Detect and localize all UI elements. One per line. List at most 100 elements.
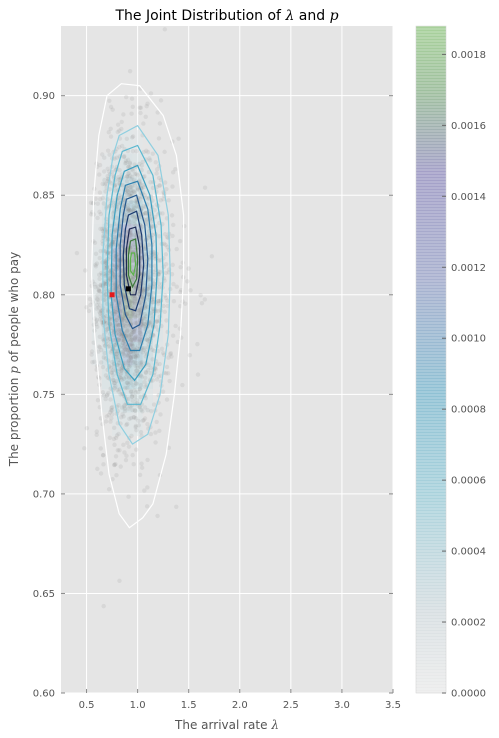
sample-point <box>140 409 145 414</box>
sample-point <box>108 181 114 186</box>
sample-point <box>102 281 108 287</box>
sample-point <box>126 358 131 364</box>
sample-point <box>126 174 131 179</box>
density-cell <box>122 200 133 225</box>
sample-point <box>163 242 168 248</box>
sample-point <box>145 292 150 297</box>
sample-point <box>101 169 107 174</box>
sample-point <box>104 313 109 319</box>
sample-point <box>128 389 134 395</box>
sample-point <box>150 232 155 238</box>
sample-point <box>122 315 127 321</box>
density-cell <box>91 200 102 225</box>
y-tick-label: 0.80 <box>33 290 55 301</box>
sample-point <box>130 258 135 263</box>
sample-point <box>95 466 100 472</box>
sample-point <box>118 464 123 469</box>
title-p-symbol: p <box>330 8 339 24</box>
sample-point <box>104 393 110 398</box>
sample-point <box>144 313 149 319</box>
sample-point <box>135 187 141 193</box>
sample-point <box>119 376 124 381</box>
sample-point <box>87 296 93 302</box>
colorbar-tick-label: 0.0000 <box>451 689 486 700</box>
sample-point <box>99 226 105 232</box>
sample-point <box>142 174 147 179</box>
sample-point <box>155 110 160 115</box>
density-cell <box>132 388 143 413</box>
sample-point <box>130 311 135 316</box>
density-cell <box>101 365 113 389</box>
sample-point <box>128 354 134 360</box>
sample-point <box>105 173 110 179</box>
sample-point <box>145 304 150 310</box>
sample-point <box>130 134 136 139</box>
sample-point <box>107 435 113 441</box>
sample-point <box>154 318 160 323</box>
sample-point <box>129 304 135 310</box>
sample-point <box>110 412 115 417</box>
sample-point <box>170 333 176 338</box>
sample-point <box>116 354 122 360</box>
density-cell <box>152 294 164 319</box>
sample-point <box>115 357 121 363</box>
sample-point <box>136 418 141 424</box>
sample-point <box>132 388 137 393</box>
sample-point <box>129 207 134 213</box>
sample-point <box>129 394 135 399</box>
sample-point <box>158 198 163 203</box>
sample-point <box>137 386 143 391</box>
sample-point <box>113 310 119 315</box>
sample-point <box>144 148 149 153</box>
sample-point <box>128 404 133 409</box>
sample-point <box>112 257 117 263</box>
sample-point <box>131 299 136 304</box>
sample-point <box>116 403 121 408</box>
sample-point <box>131 414 136 420</box>
density-cell <box>112 177 123 201</box>
sample-point <box>143 211 149 216</box>
sample-point <box>94 317 99 323</box>
sample-point <box>148 371 153 376</box>
sample-point <box>128 332 134 337</box>
sample-point <box>143 257 148 262</box>
sample-point <box>122 450 127 455</box>
sample-point <box>137 161 142 167</box>
density-cell <box>142 294 153 319</box>
sample-point <box>129 175 135 180</box>
sample-point <box>96 344 102 349</box>
sample-point <box>140 288 146 293</box>
sample-point <box>97 334 103 340</box>
sample-point <box>134 296 139 302</box>
density-cell <box>132 177 143 201</box>
sample-point <box>117 331 122 337</box>
sample-point <box>116 290 121 295</box>
sample-point <box>128 415 134 421</box>
density-cell <box>142 224 153 248</box>
sample-point <box>112 343 118 348</box>
sample-point <box>110 325 115 331</box>
sample-point <box>133 408 138 413</box>
sample-point <box>102 268 107 273</box>
sample-point <box>139 374 145 379</box>
sample-point <box>145 457 150 463</box>
sample-point <box>166 198 171 203</box>
density-cell <box>101 153 113 178</box>
sample-point <box>110 368 115 373</box>
sample-point <box>129 342 135 347</box>
sample-point <box>135 320 140 325</box>
sample-point <box>154 362 159 367</box>
sample-point <box>98 313 103 319</box>
sample-point <box>164 397 170 402</box>
sample-point <box>117 578 122 583</box>
sample-point <box>154 419 159 425</box>
sample-point <box>133 423 139 429</box>
sample-point <box>123 158 129 164</box>
sample-point <box>124 174 130 179</box>
sample-point <box>147 329 153 335</box>
sample-point <box>124 136 130 141</box>
sample-point <box>136 291 142 297</box>
sample-point <box>159 346 165 351</box>
sample-point <box>164 318 169 323</box>
sample-point <box>133 295 138 301</box>
